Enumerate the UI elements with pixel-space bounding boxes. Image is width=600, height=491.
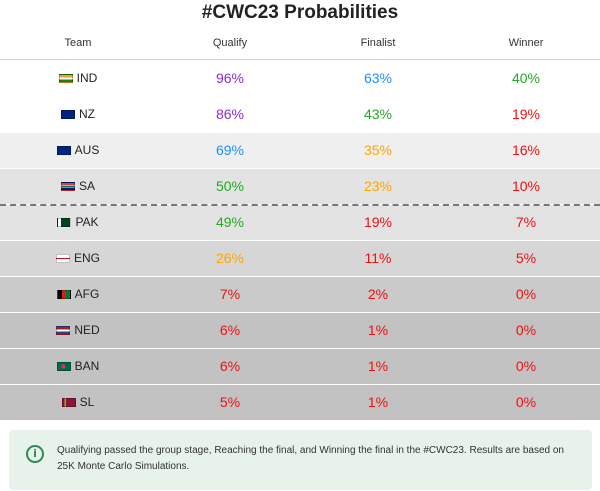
winner-value: 0% [515,286,537,302]
team-cell: NZ [0,97,156,133]
finalist-value: 11% [364,250,392,266]
team-cell: NED [0,313,156,349]
team-name: AUS [74,143,100,157]
team-cell: AFG [0,277,156,313]
table-row: SA 50% 23% 10% [0,169,600,205]
team-cell: SA [0,169,156,205]
afghanistan-flag-icon [56,290,71,299]
australia-flag-icon [56,146,71,155]
qualify-value: 69% [215,142,245,158]
team-cell: AUS [0,133,156,169]
finalist-value: 43% [363,106,393,122]
south-africa-flag-icon [60,182,75,191]
team-name: BAN [74,359,100,373]
team-cell: ENG [0,241,156,277]
team-name: AFG [74,287,100,301]
table-row: ENG 26% 11% 5% [0,241,600,277]
winner-value: 0% [515,322,537,338]
finalist-value: 19% [363,214,393,230]
winner-value: 0% [515,394,537,410]
england-flag-icon [55,254,70,263]
finalist-value: 63% [363,70,393,86]
team-name: IND [76,71,98,85]
winner-value: 7% [515,214,537,230]
qualify-value: 5% [219,394,241,410]
table-row: SL 5% 1% 0% [0,385,600,421]
qualify-value: 86% [215,106,245,122]
winner-value: 16% [511,142,541,158]
netherlands-flag-icon [56,326,71,335]
table-row: NED 6% 1% 0% [0,313,600,349]
team-cell: IND [0,61,156,97]
team-name: SL [79,395,95,409]
qualify-value: 6% [219,358,241,374]
team-name: PAK [75,215,99,229]
team-cell: BAN [0,349,156,385]
note-text: Qualifying passed the group stage, Reach… [57,445,564,472]
india-flag-icon [58,74,73,83]
qualify-value: 96% [215,70,245,86]
page-title: #CWC23 Probabilities [201,2,399,23]
qualify-value: 6% [219,322,241,338]
winner-value: 0% [515,358,537,374]
header-finalist: Finalist [360,37,396,49]
table-row: BAN 6% 1% 0% [0,349,600,385]
table-row: AFG 7% 2% 0% [0,277,600,313]
winner-value: 19% [511,106,541,122]
finalist-value: 1% [367,358,389,374]
finalist-value: 1% [367,322,389,338]
team-cell: PAK [0,205,156,241]
new-zealand-flag-icon [61,110,75,119]
header-winner: Winner [508,37,544,49]
bangladesh-flag-icon [56,362,71,371]
team-cell: SL [0,385,156,421]
table-header: Team Qualify Finalist Winner [0,30,600,60]
table-row: IND 96% 63% 40% [0,61,600,97]
table-row: AUS 69% 35% 16% [0,133,600,169]
pakistan-flag-icon [57,218,72,227]
header-qualify: Qualify [212,37,248,49]
winner-value: 5% [515,250,537,266]
probability-table: IND 96% 63% 40% NZ 86% 43% 19% AUS 69% 35% 16% SA 50%… [0,61,600,421]
qualify-value: 49% [215,214,245,230]
table-row: PAK 49% 19% 7% [0,205,600,241]
table-row: NZ 86% 43% 19% [0,97,600,133]
team-name: NZ [79,107,95,121]
finalist-value: 23% [363,178,393,194]
winner-value: 40% [511,70,541,86]
qualify-value: 7% [219,286,241,302]
finalist-value: 35% [363,142,393,158]
info-icon: i [26,445,44,463]
team-name: ENG [73,251,100,265]
team-name: NED [74,323,100,337]
qualify-value: 50% [215,178,245,194]
finalist-value: 1% [367,394,389,410]
sri-lanka-flag-icon [61,398,76,407]
qualify-value: 26% [215,250,245,266]
winner-value: 10% [511,178,541,194]
team-name: SA [78,179,95,193]
finalist-value: 2% [367,286,389,302]
qualification-cutoff-line [0,204,600,206]
header-team: Team [64,37,92,49]
info-note: i Qualifying passed the group stage, Rea… [9,430,592,490]
